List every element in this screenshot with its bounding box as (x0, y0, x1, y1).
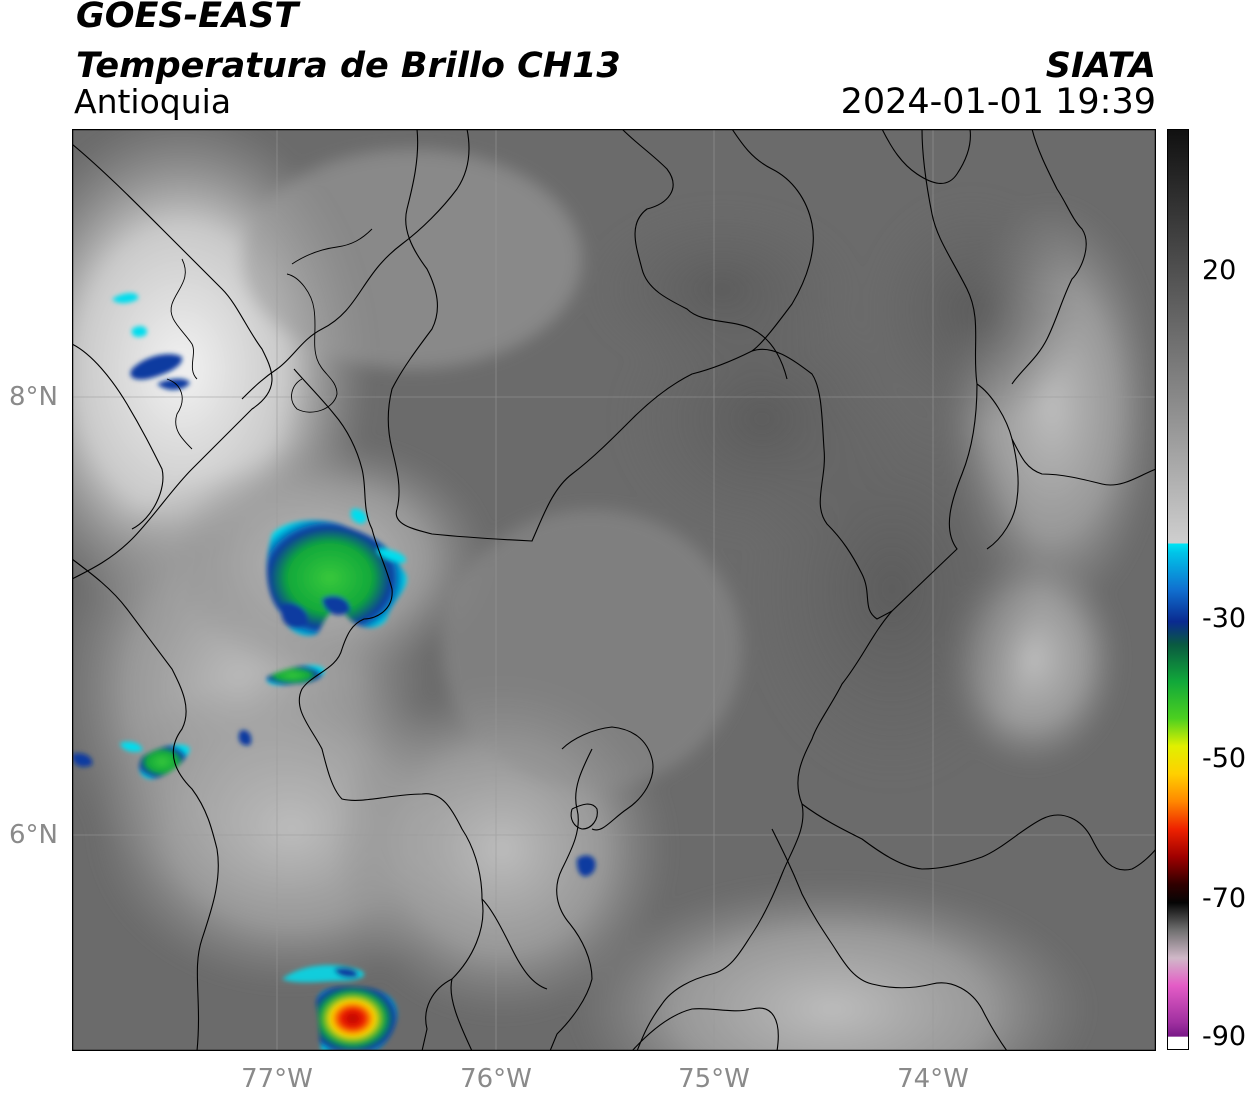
colorbar-tick-20: 20 (1202, 255, 1237, 286)
satellite-title: GOES-EAST (76, 0, 299, 36)
colorbar-tick-minus70: -70 (1202, 883, 1247, 914)
lon-label-74w: 74°W (897, 1064, 969, 1094)
colorbar-tick-minus90: -90 (1202, 1021, 1247, 1052)
lon-label-75w: 75°W (678, 1064, 750, 1094)
brand-label: SIATA (1045, 46, 1156, 86)
product-title: Temperatura de Brillo CH13 (76, 46, 621, 86)
datetime-label: 2024-01-01 19:39 (840, 82, 1156, 122)
satellite-map (72, 129, 1156, 1051)
colorbar-tick-minus50: -50 (1202, 743, 1247, 774)
lon-label-76w: 76°W (460, 1064, 532, 1094)
colorbar (1167, 129, 1189, 1050)
gridlines (72, 129, 1156, 1051)
storm-cell-main (266, 520, 407, 636)
storm-cell-south (316, 986, 398, 1051)
map-frame (72, 129, 1156, 1051)
colorbar-tick-minus30: -30 (1202, 603, 1247, 634)
region-label: Antioquia (74, 82, 232, 121)
lat-label-6n: 6°N (9, 820, 58, 850)
coastline-detail (166, 228, 373, 450)
convective-cells (72, 293, 596, 1051)
political-borders (72, 129, 1156, 1051)
lat-label-8n: 8°N (9, 382, 58, 412)
cloud-field (72, 129, 1156, 1051)
lon-label-77w: 77°W (241, 1064, 313, 1094)
